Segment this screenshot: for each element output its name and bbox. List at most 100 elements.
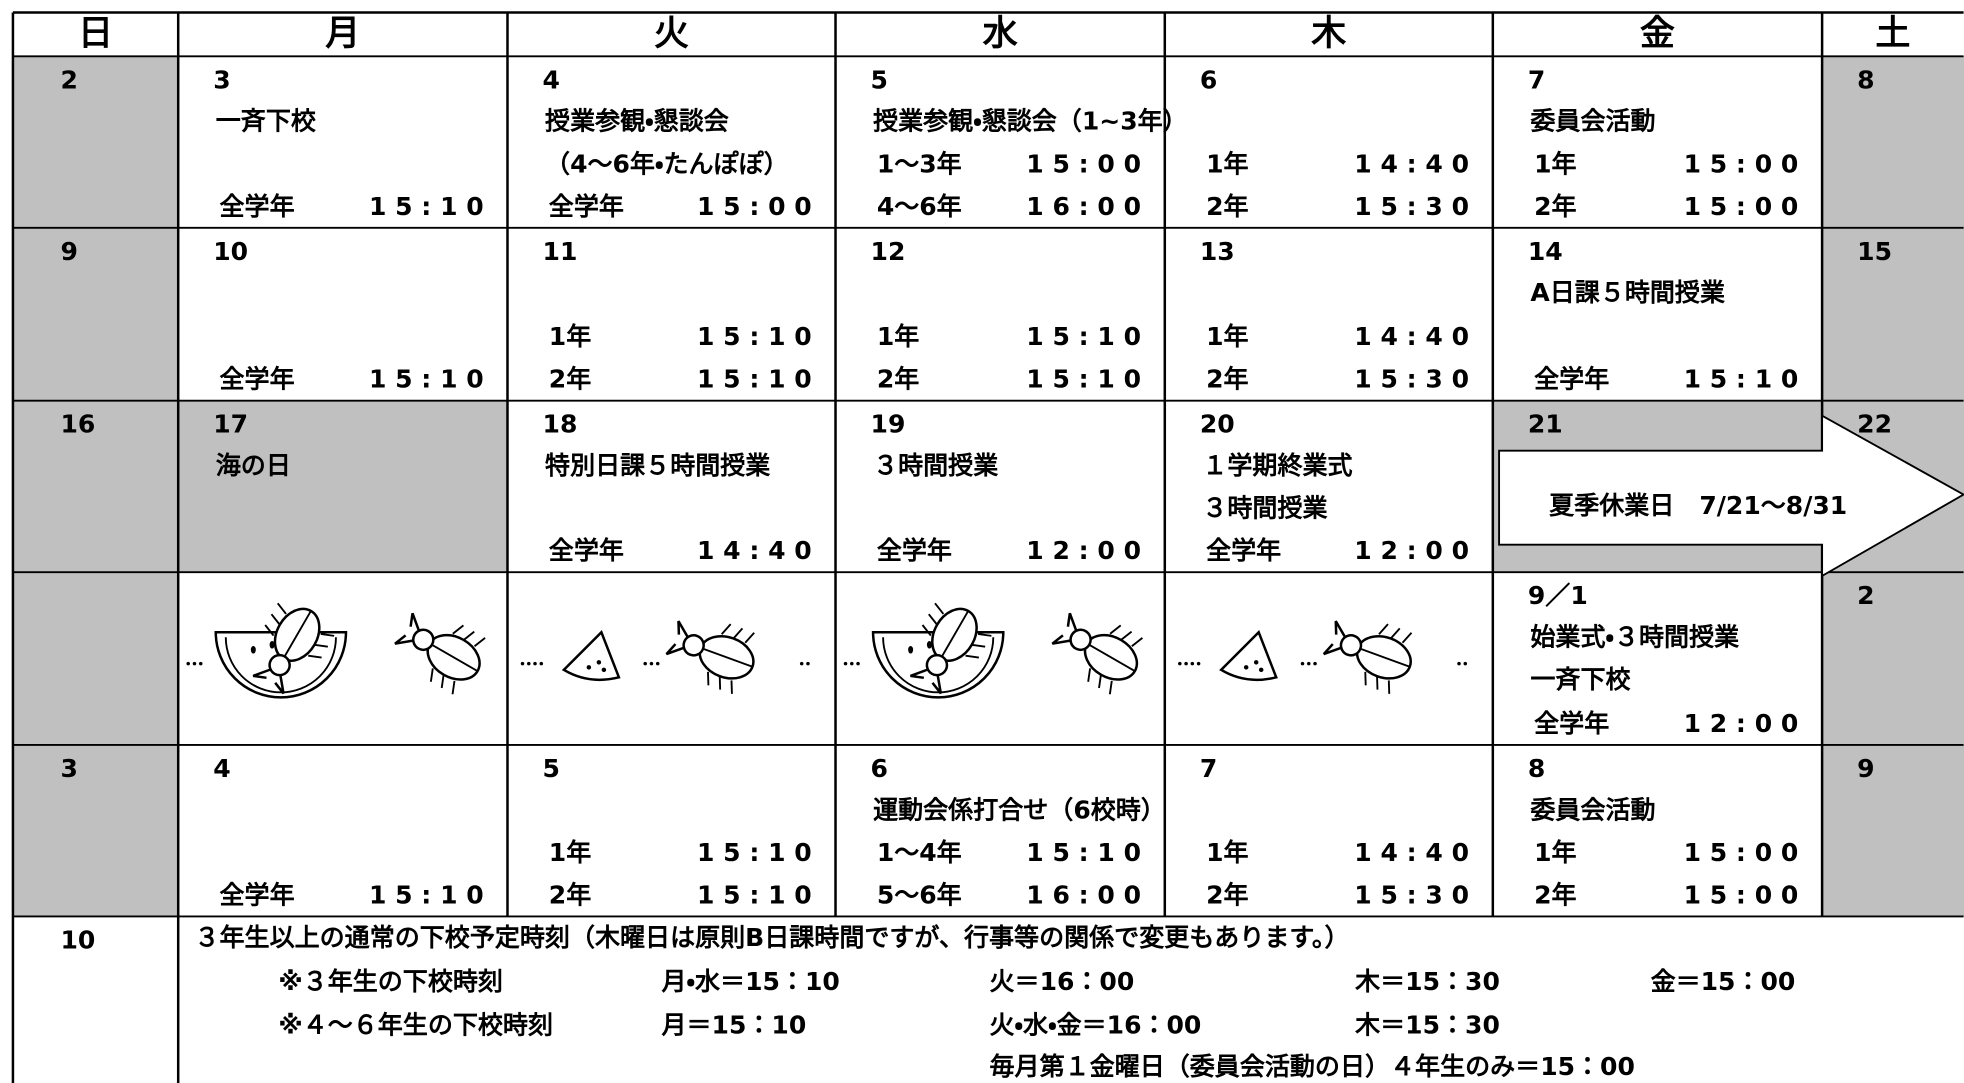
holiday-cell [12,572,179,745]
event: ３時間授業 [1202,494,1327,523]
date: 8 [1528,754,1545,783]
leg [720,623,732,635]
leg [965,654,980,659]
date: 7 [1200,754,1217,783]
dismissal-time: 15:00 [1684,149,1808,178]
event: 特別日課５時間授業 [545,451,770,480]
dismissal-grade: 全学年 [1534,365,1609,394]
leg [928,613,938,626]
leg [730,680,733,694]
seed [250,646,256,654]
beetle-head [1339,634,1363,657]
beetle [910,602,992,695]
dismissal-time: 15:10 [369,880,493,909]
dismissal-time: 14:40 [1354,322,1478,351]
note-item: 金＝15：00 [1651,967,1796,996]
beetle-split [1086,642,1136,672]
dismissal-time: 15:10 [369,192,493,221]
leg [971,643,986,648]
event: 始業式・３時間授業 [1530,623,1739,652]
dot [1307,661,1311,666]
dot [1300,661,1305,666]
dot [1184,661,1188,666]
event: 委員会活動 [1530,107,1655,136]
day-header: 木 [1311,13,1346,54]
holiday-cell [12,744,179,917]
holiday-cell [1822,572,1964,745]
note-item: 月・水＝15：10 [660,967,839,996]
dismissal-time: 15:00 [1026,149,1150,178]
dismissal-time: 14:40 [1354,149,1478,178]
dismissal-time: 12:00 [1684,709,1808,738]
dot [1190,661,1195,666]
leg [276,602,287,615]
slice [561,630,621,682]
event: 授業参観・懇談会 [545,107,730,136]
date: 3 [61,754,78,783]
leg [1376,676,1379,690]
melon-flesh [224,637,337,694]
seed [926,641,932,649]
date: 2 [61,65,78,94]
date: 14 [1528,237,1563,266]
beetle-horn [394,612,421,645]
dot [186,661,190,666]
slice [1219,630,1278,682]
date: 22 [1857,410,1892,439]
day-header: 火 [654,13,689,54]
date: 5 [543,754,560,783]
leg [1131,637,1143,647]
dismissal-time: 15:10 [697,365,821,394]
vacation-label: 夏季休業日 7/21～8/31 [1549,491,1847,520]
leg [264,624,275,637]
dot [850,661,854,666]
dot [806,661,810,666]
dismissal-time: 15:30 [1354,365,1478,394]
beetle-split [282,610,312,660]
dismissal-time: 14:40 [1354,838,1478,867]
leg [744,632,755,644]
leg [429,668,434,682]
dismissal-time: 15:10 [1026,365,1150,394]
leg [1364,671,1367,686]
dismissal-time: 15:00 [1684,192,1808,221]
date: 16 [61,410,96,439]
dismissal-grade: 1年 [877,322,919,351]
beetle-split [700,647,753,668]
leg [1120,630,1133,641]
dot [649,661,654,666]
leg [308,654,322,659]
dismissal-time: 12:00 [1354,536,1478,565]
note-item: ※４～６年生の下校時刻 [278,1011,553,1040]
dismissal-grade: 2年 [549,880,591,909]
day-header: 月 [325,13,360,54]
dismissal-grade: 2年 [549,365,591,394]
event: 授業参観・懇談会（1~3年） [873,107,1188,136]
seed [586,665,592,670]
leg [718,676,722,690]
event: 海の日 [216,451,291,480]
day-header: 金 [1640,13,1675,54]
dismissal-grade: 全学年 [549,192,624,221]
beetle [665,620,755,694]
dismissal-grade: 2年 [1206,365,1248,394]
date: 6 [1200,65,1217,94]
beetle [394,612,486,695]
beetle-horn [665,620,690,656]
leg [1109,624,1122,635]
leg [440,674,445,689]
date: 11 [543,237,578,266]
dot [643,661,647,666]
beetle-head [1069,628,1092,652]
day-header: 日 [78,13,113,54]
dismissal-grade: 5～6年 [877,880,962,909]
seed [269,641,275,649]
date: 8 [1857,65,1874,94]
dismissal-grade: 全学年 [549,536,624,565]
seed [601,667,607,673]
note-item: 火＝16：00 [990,967,1135,996]
dismissal-time: 15:10 [697,838,821,867]
date: 7 [1528,65,1545,94]
beetle-horn [1051,612,1078,645]
